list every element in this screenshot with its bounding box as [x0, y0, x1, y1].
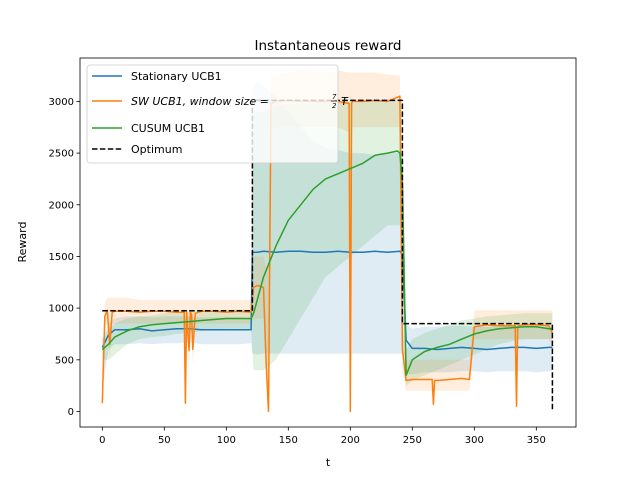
- plot-area-frame: [79, 57, 577, 428]
- chart-title: Instantaneous reward: [254, 38, 401, 54]
- x-tick-label: 200: [341, 435, 360, 446]
- y-tick-label: 3000: [49, 97, 74, 108]
- x-tick-label: 300: [465, 435, 484, 446]
- stationary-ucb1-band: [102, 80, 553, 391]
- legend-frame: [86, 64, 339, 164]
- legend-label: SW UCB1, window size =: [131, 95, 269, 108]
- x-tick-label: 350: [527, 435, 546, 446]
- x-tick-label: 100: [217, 435, 236, 446]
- fraction-numerator: 7: [332, 93, 337, 101]
- y-tick-label: 2500: [49, 149, 74, 160]
- x-axis-label: t: [326, 456, 331, 469]
- confidence-bands: [102, 70, 553, 412]
- y-axis-label: Reward: [16, 222, 29, 263]
- cusum-ucb1-line: [101, 150, 553, 377]
- axis-ticks: 0 50 100 150 200 250 300 350 0 500 1000 1500 2000 250…: [49, 97, 546, 446]
- y-tick-label: 2000: [49, 200, 74, 211]
- stationary-ucb1-line: [101, 250, 553, 351]
- x-tick-label: 0: [99, 435, 105, 446]
- legend: Stationary UCB1 SW UCB1, window size = 72 T…: [86, 64, 349, 164]
- y-tick-label: 1500: [49, 252, 74, 263]
- fraction-denominator: 2: [332, 102, 337, 110]
- optimum-line: [102, 99, 554, 412]
- y-tick-label: 0: [68, 407, 74, 418]
- y-tick-label: 500: [55, 355, 74, 366]
- legend-label: CUSUM UCB1: [131, 122, 205, 135]
- legend-label: Stationary UCB1: [131, 70, 222, 83]
- legend-label-suffix: T: [341, 95, 349, 108]
- x-tick-label: 150: [279, 435, 298, 446]
- legend-label: Optimum: [131, 143, 182, 156]
- cusum-ucb1-band: [102, 101, 553, 386]
- x-tick-label: 50: [158, 435, 171, 446]
- y-tick-label: 1000: [49, 304, 74, 315]
- x-tick-label: 250: [403, 435, 422, 446]
